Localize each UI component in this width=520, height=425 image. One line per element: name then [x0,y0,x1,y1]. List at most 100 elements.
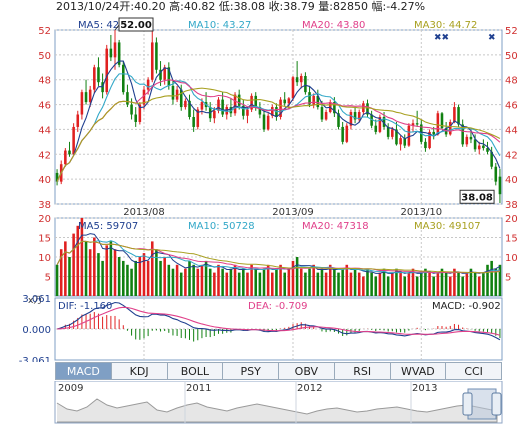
volume-bar [283,272,286,296]
candle-body [254,95,258,108]
volume-bar [424,268,427,296]
volume-bar [308,268,311,296]
tab-boll[interactable]: BOLL [167,362,224,380]
macd-panel: 3.061 0.000 -3.061 DIF: -1.160 DEA: -0.709 MA… [19,294,503,362]
tab-psy[interactable]: PSY [223,362,279,380]
macd-ytick-1: 0.000 [22,325,51,336]
max-price-box [118,17,154,32]
volume-bar [163,257,166,296]
min-price-box [459,189,495,204]
candle-body [146,79,150,90]
candle-body [295,77,299,83]
candle-body [386,126,390,137]
candle-body [324,112,328,120]
volume-bar [461,276,464,296]
tab-obv[interactable]: OBV [279,362,335,380]
volume-bar [76,225,80,296]
volume-bar [97,253,100,296]
volume-bar [275,268,278,296]
candle-body [279,99,282,117]
candle-body [424,141,427,149]
volume-bar [80,218,84,296]
candle-body [130,104,133,115]
candle-body [117,42,121,65]
price-ytick-left-42: 42 [38,150,51,161]
volume-bar [204,260,208,296]
min-price-label: 38.08 [461,192,493,203]
macd-dea-line [57,306,501,336]
candle-body [353,112,357,120]
timeline-left-handle[interactable] [462,392,473,416]
price-ytick-left-40: 40 [38,175,51,186]
candle-body [192,117,195,127]
price-ytick-right-46: 46 [505,101,518,112]
volume-bar [498,264,502,296]
price-xtick-2013/09: 2013/09 [272,207,314,218]
volume-bar [304,272,307,296]
timeline-year-2013: 2013 [412,383,437,394]
candle-body [213,110,216,119]
volume-bar [242,268,245,296]
tab-rsi[interactable]: RSI [334,362,391,380]
volume-ytick-left-20: 20 [38,214,51,225]
macd-legend-1: DEA: -0.709 [248,301,307,312]
tab-wvad[interactable]: WVAD [390,362,447,380]
volume-bar [167,264,171,296]
volume-bar [420,272,423,296]
volume-ytick-right-20: 20 [505,214,518,225]
candle-body [498,176,502,195]
quote-change: -4.27% [386,0,426,13]
tab-macd[interactable]: MACD [55,362,112,380]
volume-bar [469,268,473,296]
candle-body [159,69,162,80]
tab-cci[interactable]: CCI [446,362,502,380]
volume-bar [88,249,92,296]
volume-bar [453,268,456,296]
candle-body [370,114,373,126]
volume-legend-1: MA10: 50728 [188,221,255,232]
tab-kdj[interactable]: KDJ [111,362,168,380]
candle-body [494,166,498,182]
volume-bar [448,276,452,296]
volume-bar [482,272,485,296]
timeline-selection[interactable] [467,388,497,420]
volume-bar [295,257,299,296]
price-ytick-left-38: 38 [38,200,51,211]
volume-bar [271,272,274,296]
volume-bar [221,268,224,296]
timeline-right-handle[interactable] [491,392,502,416]
candle-body [287,98,291,104]
candle-body [299,75,303,83]
volume-unit-label: x万 [28,296,42,306]
volume-legend-2: MA20: 47318 [302,221,369,232]
candle-body [179,89,183,108]
candle-body [349,112,353,126]
volume-bar [192,264,195,296]
candle-body [250,95,253,110]
volume-bar [299,268,303,296]
timeline-navigator[interactable]: 2009 2011 2012 2013 [0,381,520,425]
volume-bar [403,276,407,296]
timeline-year-2011: 2011 [186,383,211,394]
volume-bar [436,272,440,296]
candle-body [271,107,274,116]
quote-low: 38.08 [233,0,266,13]
candle-body [237,94,241,106]
volume-bar [142,253,146,296]
volume-bar [486,264,489,296]
quote-close: 38.79 [283,0,315,13]
volume-bar [374,276,378,296]
candle-body [175,89,179,100]
volume-bar [432,276,435,296]
candle-body [142,89,146,105]
volume-bar [333,268,336,296]
candle-body [482,145,485,149]
volume-bar [357,272,361,296]
candle-body [266,115,270,130]
volume-bar [134,260,137,296]
volume-bar [316,272,320,296]
volume-bar [382,268,386,296]
candle-body [403,138,407,146]
macd-ytick-2: -3.061 [19,356,51,362]
price-legend-2: MA20: 43.80 [302,20,365,31]
